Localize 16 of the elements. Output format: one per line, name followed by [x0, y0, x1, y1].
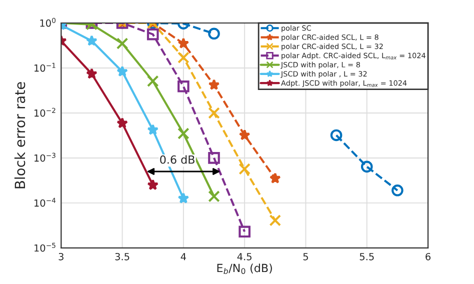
y-tick-label: 10$^{−4}$	[34, 198, 56, 207]
x-tick-label: 5	[303, 253, 308, 260]
y-tick-label: 10$^{0}$	[40, 18, 56, 27]
y-tick-label: 10$^{−5}$	[34, 242, 56, 252]
annotation: 0.6 dB	[160, 155, 194, 164]
x-tick-label: 3	[58, 252, 64, 260]
x-tick-label: 6	[426, 252, 431, 260]
x-tick-label: 4.5	[237, 253, 252, 260]
y-tick-label: 10$^{−2}$	[34, 108, 56, 117]
y-axis-title: Block error rate	[14, 82, 26, 188]
y-tick-label: 10$^{−3}$	[34, 152, 56, 162]
x-tick-label: 4	[180, 253, 186, 260]
y-tick-label: 10$^{−1}$	[34, 62, 56, 72]
x-tick-label: 3.5	[115, 252, 130, 260]
x-tick-label: 5.5	[360, 253, 374, 260]
x-axis-title: E$_{b}$/N$_{0}$ (dB)	[217, 264, 272, 274]
